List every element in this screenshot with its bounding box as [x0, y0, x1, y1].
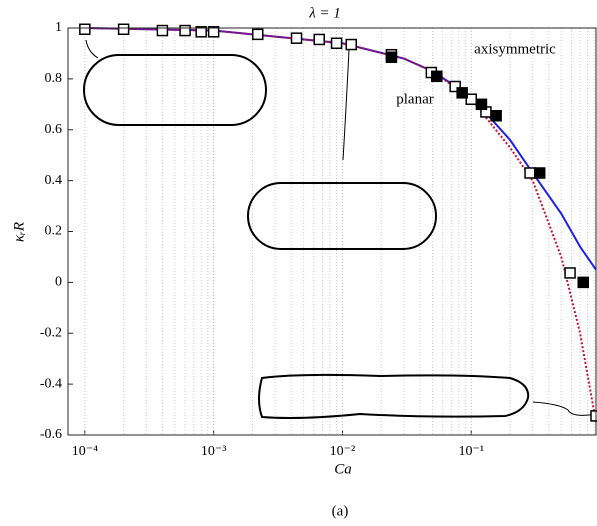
shape-medium — [247, 182, 437, 250]
y-tick-label: 1 — [55, 20, 62, 35]
filled-marker — [431, 70, 443, 83]
shape-insets — [83, 54, 530, 419]
y-axis-label: κᵣR — [11, 222, 27, 242]
open-marker — [195, 26, 207, 38]
open-marker — [156, 24, 169, 37]
open-marker — [79, 23, 91, 36]
filled-marker — [456, 87, 468, 99]
grid — [68, 27, 595, 436]
y-tick-label: 0 — [55, 275, 62, 290]
filled-marker — [475, 98, 488, 111]
open-marker — [313, 33, 325, 46]
y-tick-label: -0.6 — [40, 427, 62, 442]
leader — [342, 49, 350, 161]
axes-frame — [67, 27, 597, 436]
filled-marker — [533, 167, 546, 179]
y-tick-label: 0.6 — [45, 122, 63, 137]
x-tick-label: 10⁻² — [330, 444, 356, 459]
leader — [85, 39, 99, 59]
open-marker — [524, 167, 536, 179]
x-tick-label: 10⁻⁴ — [72, 444, 98, 459]
plot-area — [68, 28, 596, 435]
filled-marker — [577, 276, 589, 289]
x-tick-label: 10⁻³ — [201, 444, 227, 459]
open-marker — [207, 26, 220, 38]
filled-marker — [490, 110, 502, 122]
y-tick-label: -0.4 — [40, 376, 62, 391]
open-marker — [330, 37, 343, 50]
legend-label: planar — [396, 91, 433, 107]
open-marker — [252, 28, 264, 41]
y-tick-label: 0.4 — [45, 173, 63, 188]
leader — [532, 401, 597, 416]
open-marker — [179, 24, 191, 37]
y-tick-label: 0.8 — [45, 71, 63, 86]
open-marker — [564, 267, 576, 279]
caption: (a) — [332, 503, 349, 519]
shape-large — [258, 373, 530, 419]
legend-label: axisymmetric — [474, 41, 556, 57]
y-tick-label: -0.2 — [40, 325, 62, 340]
open-marker — [117, 23, 130, 36]
open-marker — [345, 38, 357, 51]
open-marker — [290, 32, 303, 44]
chart-title: λ = 1 — [308, 5, 341, 21]
open-marker — [449, 80, 461, 93]
markers — [79, 23, 597, 422]
shape-small — [83, 54, 267, 126]
labels: λ = 1 Ca κᵣR (a) axisymmetric planar 10⁻… — [11, 5, 556, 519]
x-axis-label: Ca — [334, 461, 352, 477]
x-tick-label: 10⁻¹ — [458, 444, 484, 459]
filled-marker — [385, 51, 398, 64]
leader-lines — [85, 39, 597, 416]
y-tick-label: 0.2 — [45, 224, 63, 239]
